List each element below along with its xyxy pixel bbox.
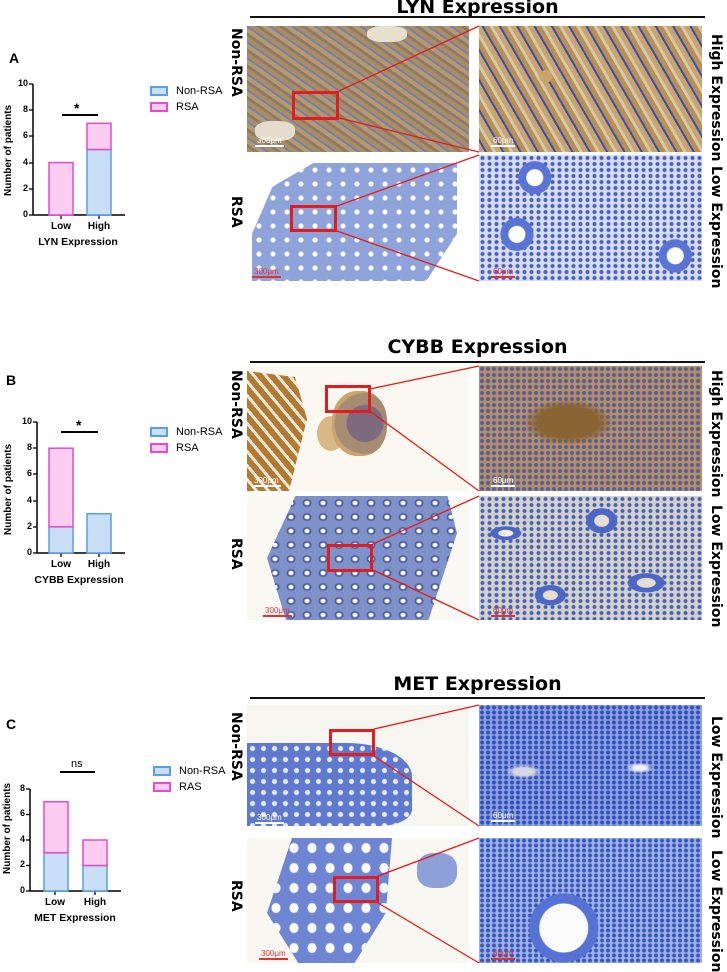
title-rule <box>250 16 705 18</box>
ytick: 8 <box>26 442 32 452</box>
scale-bar: 300μm <box>263 606 292 617</box>
x-axis-label-b: CYBB Expression <box>34 574 124 586</box>
xtick-low: Low <box>51 221 71 232</box>
ytick: 0 <box>22 209 28 219</box>
significance-marker-c: ns <box>71 758 83 770</box>
legend-swatch-icon <box>153 782 171 792</box>
scale-bar: 300μm <box>255 136 284 147</box>
scale-bar: 300μm <box>252 267 281 278</box>
x-axis-label-a: LYN Expression <box>38 236 118 248</box>
ytick: 10 <box>21 416 32 426</box>
legend-swatch-icon <box>150 102 168 112</box>
chart-b-plot <box>33 421 125 557</box>
section-title-lyn: LYN Expression <box>396 0 559 18</box>
ytick: 8 <box>22 104 28 114</box>
legend-item-non-rsa: Non-RSA <box>150 84 222 98</box>
cybb-non-rsa-low-mag-image: 300μm <box>247 366 469 491</box>
xtick-low: Low <box>51 559 71 570</box>
ytick: 4 <box>26 495 32 505</box>
met-rsa-low-mag-image: 300μm <box>247 838 469 963</box>
ytick: 2 <box>19 859 25 869</box>
bar-chart-a: * 10 8 6 4 2 0 Number of patients Low Hi… <box>0 0 240 250</box>
legend-item-non-rsa: Non-RSA <box>150 425 222 439</box>
title-rule <box>250 697 705 699</box>
title-rule <box>250 361 705 363</box>
legend-c: Non-RSA RAS <box>153 764 225 794</box>
xtick-high: High <box>83 897 107 908</box>
scale-bar: 300μm <box>259 949 288 960</box>
legend-swatch-icon <box>150 443 168 453</box>
scale-bar: 60μm <box>491 811 516 822</box>
ytick: 2 <box>26 521 32 531</box>
bar-chart-b: * 10 8 6 4 2 0 Number of patients Low Hi… <box>0 0 240 600</box>
panel-letter-c: C <box>6 716 17 732</box>
expression-label-low: Low Expression <box>708 850 724 972</box>
legend-b: Non-RSA RSA <box>150 425 222 455</box>
zoom-region-box <box>290 205 337 232</box>
ytick: 4 <box>22 157 28 167</box>
zoom-region-box <box>329 729 375 756</box>
legend-item-ras: RAS <box>153 780 225 794</box>
scale-bar: 60μm <box>491 136 516 147</box>
cybb-non-rsa-high-mag-image: 60μm <box>479 366 702 491</box>
significance-marker-a: * <box>74 100 80 116</box>
met-non-rsa-high-mag-image: 60μm <box>479 705 702 826</box>
lyn-non-rsa-low-mag-image: 300μm <box>247 26 469 152</box>
legend-swatch-icon <box>153 766 171 776</box>
zoom-region-box <box>292 91 339 120</box>
ytick: 2 <box>22 183 28 193</box>
xtick-high: High <box>87 559 111 570</box>
met-non-rsa-low-mag-image: 300μm <box>247 705 469 826</box>
ytick: 6 <box>19 808 25 818</box>
legend-swatch-icon <box>150 427 168 437</box>
x-axis-label-c: MET Expression <box>34 912 116 924</box>
zoom-region-box <box>327 544 373 572</box>
met-rsa-high-mag-image: 60μm <box>479 838 702 963</box>
significance-marker-b: * <box>76 417 82 433</box>
ytick: 0 <box>19 885 25 895</box>
expression-label-low: Low Expression <box>708 716 724 839</box>
scale-bar: 60μm <box>491 476 516 487</box>
zoom-region-box <box>333 876 379 903</box>
section-title-cybb: CYBB Expression <box>387 336 568 358</box>
legend-item-non-rsa: Non-RSA <box>153 764 225 778</box>
panel-letter-a: A <box>9 50 20 66</box>
bar-chart-c: ns 8 6 4 2 0 Number of patients Low High… <box>0 0 240 966</box>
cybb-rsa-high-mag-image: 60μm <box>479 496 702 620</box>
scale-bar: 300μm <box>255 813 284 824</box>
ytick: 0 <box>26 547 32 557</box>
xtick-high: High <box>87 221 111 232</box>
zoom-region-box <box>325 385 371 413</box>
scale-bar: 60μm <box>491 267 516 278</box>
panel-letter-b: B <box>6 372 17 388</box>
ytick: 4 <box>19 834 25 844</box>
lyn-non-rsa-high-mag-image: 60μm <box>479 26 702 152</box>
scale-bar: 60μm <box>491 606 516 617</box>
scale-bar: 60μm <box>491 949 516 960</box>
legend-item-rsa: RSA <box>150 100 222 114</box>
legend-swatch-icon <box>150 86 168 96</box>
xtick-low: Low <box>45 897 65 908</box>
chart-a-plot <box>29 83 125 219</box>
legend-item-rsa: RSA <box>150 441 222 455</box>
lyn-rsa-low-mag-image: 300μm <box>247 155 469 281</box>
lyn-rsa-high-mag-image: 60μm <box>479 155 702 281</box>
ytick: 6 <box>26 468 32 478</box>
legend-a: Non-RSA RSA <box>150 84 222 114</box>
ytick: 10 <box>17 78 28 88</box>
ytick: 8 <box>19 783 25 793</box>
section-title-met: MET Expression <box>393 673 562 695</box>
ytick: 6 <box>22 130 28 140</box>
cybb-rsa-low-mag-image: 300μm <box>247 496 469 620</box>
scale-bar: 300μm <box>252 476 281 487</box>
chart-c-plot <box>26 771 121 895</box>
